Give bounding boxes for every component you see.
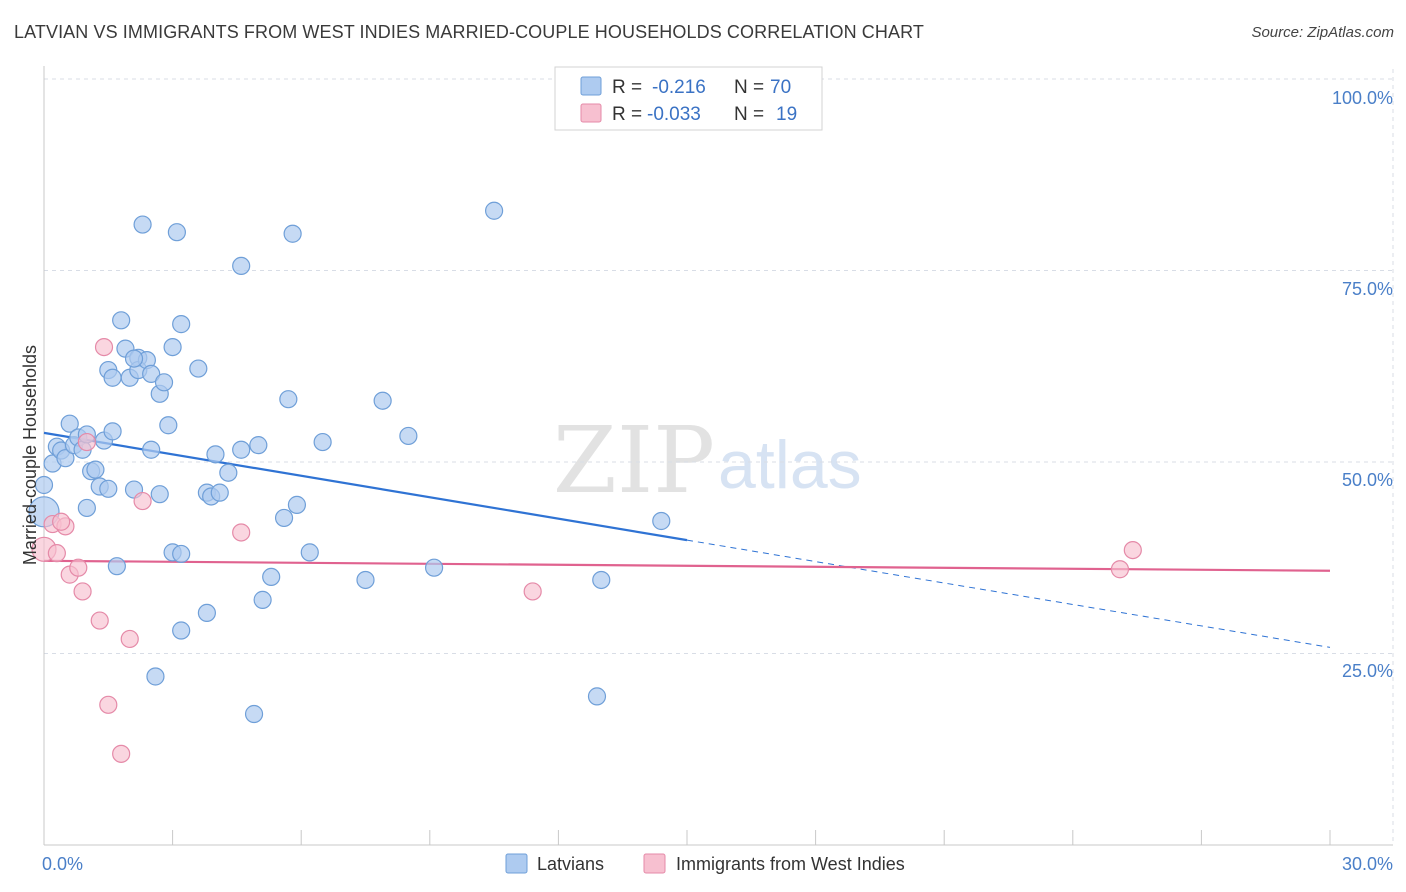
point-latvians xyxy=(99,479,118,498)
point-latvians xyxy=(652,511,671,531)
point-latvians xyxy=(219,463,238,482)
trend-line-latvians-projection xyxy=(686,539,1331,648)
point-latvians xyxy=(163,338,182,357)
point-latvians xyxy=(172,315,191,334)
point-latvians xyxy=(587,687,607,706)
point-latvians xyxy=(112,311,131,330)
point-latvians xyxy=(210,483,229,502)
source-label: Source: ZipAtlas.com xyxy=(1251,24,1394,41)
point-latvians xyxy=(34,475,54,495)
point-latvians xyxy=(287,495,307,514)
point-latvians xyxy=(133,215,152,234)
point-west-indies xyxy=(232,523,251,542)
data-points xyxy=(28,201,1142,763)
point-west-indies xyxy=(133,491,152,511)
point-latvians xyxy=(232,440,251,459)
point-latvians xyxy=(356,570,375,590)
point-west-indies xyxy=(112,744,131,763)
point-latvians xyxy=(86,460,105,479)
legend-bottom-label-west-indies: Immigrants from West Indies xyxy=(676,854,905,874)
point-west-indies xyxy=(69,558,88,577)
point-latvians xyxy=(399,426,418,446)
y-tick-label-100: 100.0% xyxy=(1332,88,1393,108)
point-latvians xyxy=(300,543,319,562)
point-latvians xyxy=(249,436,268,455)
watermark-atlas: atlas xyxy=(718,427,862,503)
point-latvians xyxy=(107,557,126,576)
point-latvians xyxy=(103,368,122,387)
legend-bottom-label-latvians: Latvians xyxy=(537,854,604,874)
y-tick-label-50: 50.0% xyxy=(1342,470,1393,490)
point-latvians xyxy=(244,704,264,724)
point-latvians xyxy=(592,570,611,590)
point-west-indies xyxy=(52,512,71,531)
point-west-indies xyxy=(1123,540,1142,560)
legend-bottom-swatch-west-indies xyxy=(643,853,666,874)
point-latvians xyxy=(189,359,208,378)
axes xyxy=(43,66,1393,846)
point-latvians xyxy=(150,485,169,504)
watermark-zip: ZIP xyxy=(553,407,715,514)
trend-line-west-indies xyxy=(43,559,1331,572)
point-latvians xyxy=(232,256,251,276)
point-latvians xyxy=(485,201,504,220)
point-latvians xyxy=(142,364,161,384)
point-west-indies xyxy=(99,695,118,714)
point-latvians xyxy=(197,603,216,623)
y-axis-title: Married-couple Households xyxy=(20,345,40,565)
y-tick-label-75: 75.0% xyxy=(1342,279,1393,299)
legend-n-label-west-indies: N = xyxy=(734,104,764,125)
legend-bottom-swatch-latvians xyxy=(505,853,528,874)
point-latvians xyxy=(424,558,444,577)
point-latvians xyxy=(373,391,392,410)
y-tick-label-25: 25.0% xyxy=(1342,661,1393,681)
point-latvians xyxy=(146,667,165,686)
point-west-indies xyxy=(73,582,92,601)
point-west-indies xyxy=(523,582,542,601)
point-west-indies xyxy=(90,611,109,630)
point-west-indies xyxy=(1110,560,1130,579)
point-latvians xyxy=(313,432,332,452)
point-latvians xyxy=(103,422,122,441)
point-latvians xyxy=(253,590,272,609)
point-latvians xyxy=(60,414,79,433)
point-latvians xyxy=(279,390,298,409)
legend-r-value-west-indies: -0.033 xyxy=(647,104,701,125)
point-latvians xyxy=(167,223,186,242)
point-latvians xyxy=(283,224,302,243)
legend-n-value-west-indies: 19 xyxy=(776,104,797,125)
point-latvians xyxy=(206,445,225,464)
point-latvians xyxy=(142,440,161,459)
point-latvians xyxy=(154,373,174,392)
point-latvians xyxy=(172,544,191,564)
point-west-indies xyxy=(94,338,114,357)
x-tick-label-0: 0.0% xyxy=(42,854,83,874)
point-latvians xyxy=(77,498,96,518)
point-latvians xyxy=(56,449,75,468)
legend-bottom: Latvians Immigrants from West Indies xyxy=(505,853,905,874)
point-latvians xyxy=(159,416,178,435)
point-latvians xyxy=(262,567,281,587)
legend-n-value-latvians: 70 xyxy=(770,77,791,98)
legend-n-label-latvians: N = xyxy=(734,77,764,98)
point-west-indies xyxy=(77,432,96,452)
legend-r-label-west-indies: R = xyxy=(612,104,642,125)
legend-r-value-latvians: -0.216 xyxy=(652,77,706,98)
point-latvians xyxy=(172,621,191,640)
x-tick-label-30: 30.0% xyxy=(1342,854,1393,874)
legend-top: R = -0.216 N = 70 R = -0.033 N = 19 xyxy=(554,66,823,131)
legend-r-label-latvians: R = xyxy=(612,77,642,98)
point-latvians xyxy=(274,508,294,528)
legend-swatch-west-indies xyxy=(580,103,602,123)
chart-title: LATVIAN VS IMMIGRANTS FROM WEST INDIES M… xyxy=(14,22,924,42)
legend-swatch-latvians xyxy=(580,76,602,96)
point-west-indies xyxy=(120,629,139,649)
point-west-indies xyxy=(47,544,66,563)
point-latvians xyxy=(124,349,144,368)
